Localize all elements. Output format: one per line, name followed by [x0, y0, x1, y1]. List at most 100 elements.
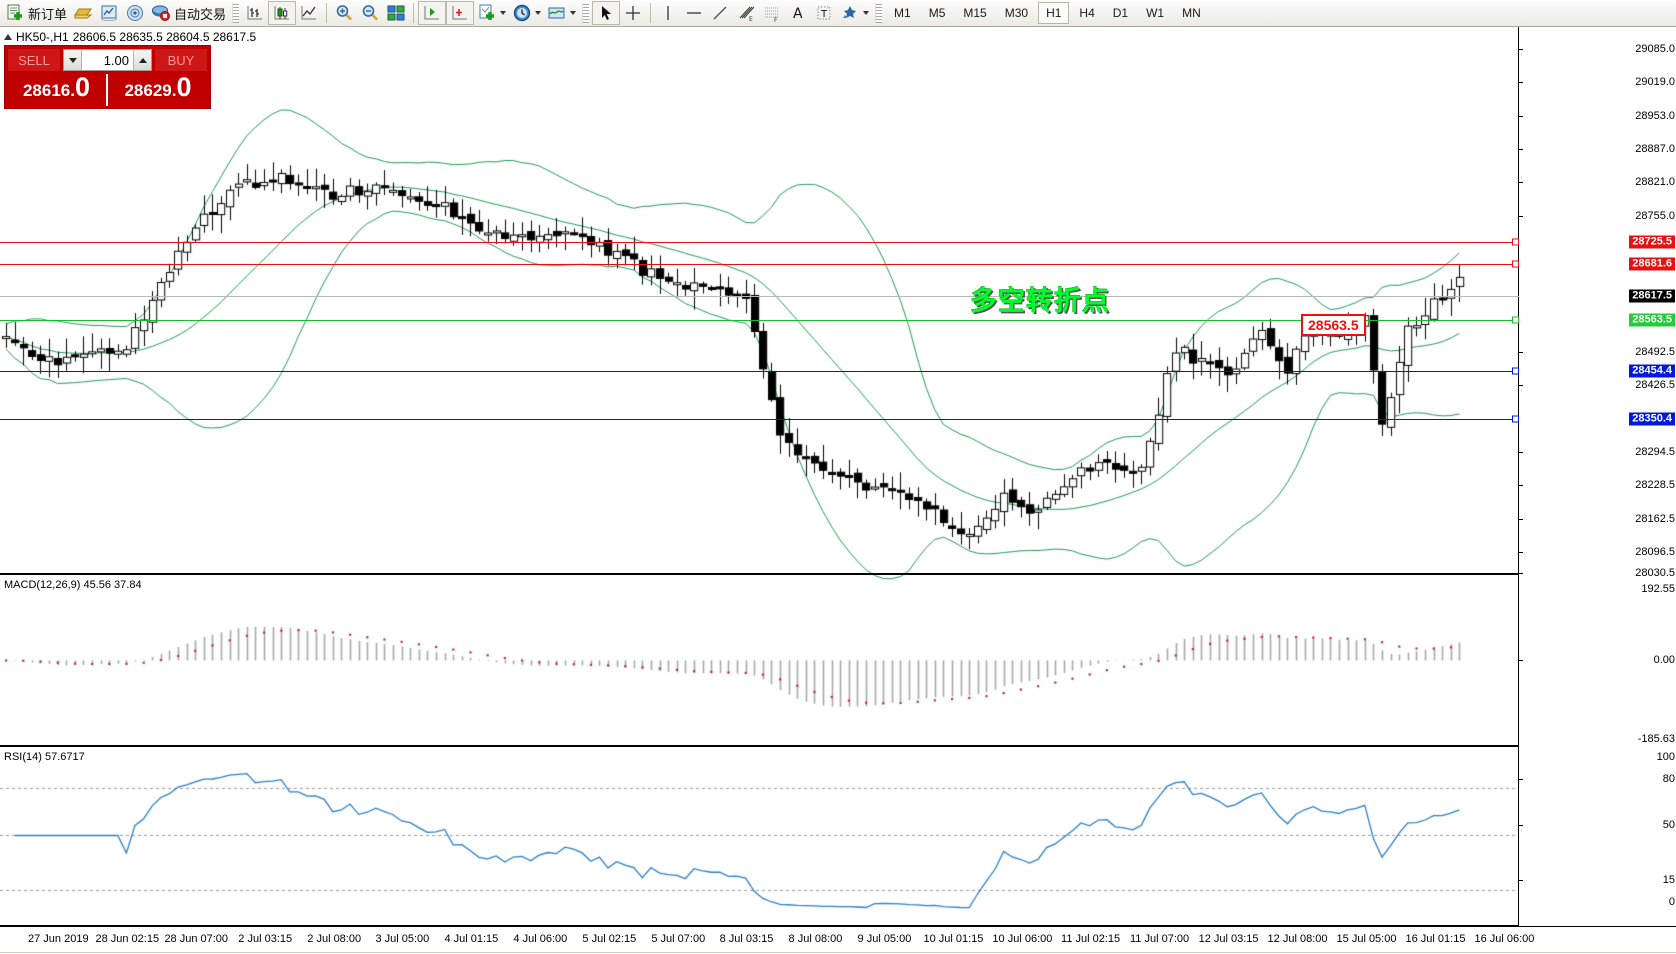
- collapse-triangle-icon[interactable]: [4, 34, 12, 40]
- timeframe-button-h1[interactable]: H1: [1038, 2, 1070, 24]
- price-tag-support-2[interactable]: 28454.4: [1629, 364, 1675, 378]
- level-line-28350[interactable]: [0, 419, 1519, 420]
- volume-stepper[interactable]: 1.00: [63, 49, 152, 71]
- price-tick-mark: [1519, 552, 1523, 553]
- chart-annotation-text[interactable]: 多空转折点: [970, 286, 1110, 317]
- timeframe-button-h4[interactable]: H4: [1079, 6, 1095, 20]
- price-tick: 28492.5: [1635, 346, 1675, 358]
- volume-value[interactable]: 1.00: [103, 52, 129, 68]
- timeframe-button-w1[interactable]: W1: [1146, 6, 1165, 20]
- sell-button[interactable]: SELL: [8, 49, 60, 71]
- toolbar-label-button[interactable]: T: [811, 1, 837, 25]
- level-anchor-28563[interactable]: [1512, 316, 1519, 324]
- sell-price-display[interactable]: 28616 . 0: [8, 74, 105, 106]
- toolbar-trendline-button[interactable]: [707, 1, 733, 25]
- price-tick: 29019.0: [1635, 76, 1675, 88]
- chevron-down-icon: [68, 57, 77, 63]
- buy-price-display[interactable]: 28629 . 0: [109, 74, 207, 106]
- level-line-28725[interactable]: [0, 242, 1519, 243]
- toolbar-profiles-button[interactable]: [70, 1, 96, 25]
- timeframe-button-m30[interactable]: M30: [1004, 6, 1029, 20]
- toolbar-tile-windows-button[interactable]: [383, 1, 409, 25]
- toolbar-chart-shift-button[interactable]: [418, 1, 447, 25]
- toolbar-cursor-button[interactable]: [592, 1, 621, 25]
- toolbar-candlestick-chart-button[interactable]: [268, 1, 297, 25]
- rsi-tick-mark: [1519, 825, 1523, 826]
- chart-ohlc-label: 28606.5 28635.5 28604.5 28617.5: [72, 30, 257, 44]
- level-anchor-28454[interactable]: [1512, 367, 1519, 375]
- toolbar-auto-trading-button[interactable]: 自动交易: [148, 1, 229, 25]
- price-tick: 29085.0: [1635, 43, 1675, 55]
- price-tick-mark: [1519, 573, 1523, 574]
- toolbar-zoom-out-button[interactable]: [357, 1, 383, 25]
- new-order-icon: [5, 3, 25, 23]
- templates-chevron-down-icon[interactable]: [570, 11, 577, 15]
- timeframe-button-mn[interactable]: MN: [1182, 6, 1201, 20]
- time-axis-label: 28 Jun 07:00: [164, 933, 229, 945]
- chart-area[interactable]: 29085.0 29019.0 28953.0 28887.0 28821.0 …: [0, 27, 1676, 954]
- chart-symbol-header: HK50-,H1 28606.5 28635.5 28604.5 28617.5: [4, 30, 256, 44]
- inchart-price-tag[interactable]: 28563.5: [1301, 314, 1366, 336]
- rsi-tick-50: 50: [1662, 819, 1675, 831]
- toolbar-add-indicator-button[interactable]: [474, 1, 509, 25]
- timeframe-button-m1[interactable]: M1: [894, 6, 911, 20]
- sell-price-dot: .: [70, 81, 75, 100]
- price-tag-resistance-1[interactable]: 28725.5: [1629, 235, 1675, 249]
- add-indicator-chevron-down-icon[interactable]: [500, 11, 507, 15]
- buy-button[interactable]: BUY: [155, 49, 207, 71]
- rsi-tick-0: 0: [1668, 896, 1675, 908]
- price-tag-resistance-2[interactable]: 28681.6: [1629, 257, 1675, 271]
- zoom-out-icon: [360, 3, 380, 23]
- level-line-28454[interactable]: [0, 371, 1519, 372]
- toolbar-shapes-button[interactable]: [837, 1, 872, 25]
- toolbar-new-order-button[interactable]: 新订单: [2, 1, 70, 25]
- trendline-icon: [710, 3, 730, 23]
- templates-icon: [547, 3, 567, 23]
- period-chevron-down-icon[interactable]: [535, 11, 542, 15]
- level-anchor-28350[interactable]: [1512, 415, 1519, 423]
- svg-text:E: E: [749, 16, 753, 23]
- macd-indicator-label[interactable]: MACD(12,26,9) 45.56 37.84: [4, 579, 142, 591]
- timeframe-button-d1[interactable]: D1: [1112, 6, 1129, 20]
- navigator-icon: [125, 3, 145, 23]
- toolbar-hline-button[interactable]: [681, 1, 707, 25]
- toolbar-auto-scroll-button[interactable]: [446, 1, 475, 25]
- toolbar-bar-chart-button[interactable]: [242, 1, 268, 25]
- rsi-indicator-label[interactable]: RSI(14) 57.6717: [4, 751, 85, 763]
- toolbar-market-watch-button[interactable]: [96, 1, 122, 25]
- time-axis-label: 12 Jul 03:15: [1198, 933, 1259, 945]
- shapes-chevron-down-icon[interactable]: [863, 11, 870, 15]
- timeframe-button-m5[interactable]: M5: [928, 6, 946, 20]
- time-axis-label: 2 Jul 03:15: [238, 933, 293, 945]
- toolbar-navigator-button[interactable]: [122, 1, 148, 25]
- timeframe-button-m15[interactable]: M15: [963, 6, 987, 20]
- toolbar-crosshair-button[interactable]: [620, 1, 646, 25]
- toolbar-period-button[interactable]: [509, 1, 544, 25]
- crosshair-icon: [623, 3, 643, 23]
- level-anchor-28682[interactable]: [1512, 260, 1519, 268]
- toolbar-text-button[interactable]: A: [785, 1, 811, 25]
- level-line-28563[interactable]: [0, 320, 1519, 321]
- elliott-icon: E: [736, 3, 756, 23]
- price-tick: 28228.5: [1635, 479, 1675, 491]
- level-anchor-28725[interactable]: [1512, 238, 1519, 246]
- toolbar-elliott-button[interactable]: E: [733, 1, 759, 25]
- toolbar-vline-button[interactable]: [655, 1, 681, 25]
- toolbar-zoom-in-button[interactable]: [331, 1, 357, 25]
- toolbar-templates-button[interactable]: [544, 1, 579, 25]
- price-tag-support-3[interactable]: 28350.4: [1629, 412, 1675, 426]
- price-tick: 28162.5: [1635, 513, 1675, 525]
- one-click-trading-panel[interactable]: SELL 1.00 BUY 28616 . 0 28629 . 0: [4, 45, 211, 109]
- price-tag-support-1[interactable]: 28563.5: [1629, 313, 1675, 327]
- level-line-28682[interactable]: [0, 264, 1519, 265]
- price-tick-mark: [1519, 452, 1523, 453]
- volume-decrease-button[interactable]: [64, 50, 82, 70]
- order-panel-divider: [106, 74, 108, 106]
- price-axis-border: [1518, 27, 1519, 926]
- toolbar-line-chart-button[interactable]: [296, 1, 322, 25]
- chart-canvas[interactable]: [0, 27, 1676, 953]
- volume-increase-button[interactable]: [133, 50, 151, 70]
- toolbar-fibonacci-button[interactable]: F: [759, 1, 785, 25]
- rsi-tick-mark: [1519, 880, 1523, 881]
- time-axis-label: 12 Jul 08:00: [1267, 933, 1328, 945]
